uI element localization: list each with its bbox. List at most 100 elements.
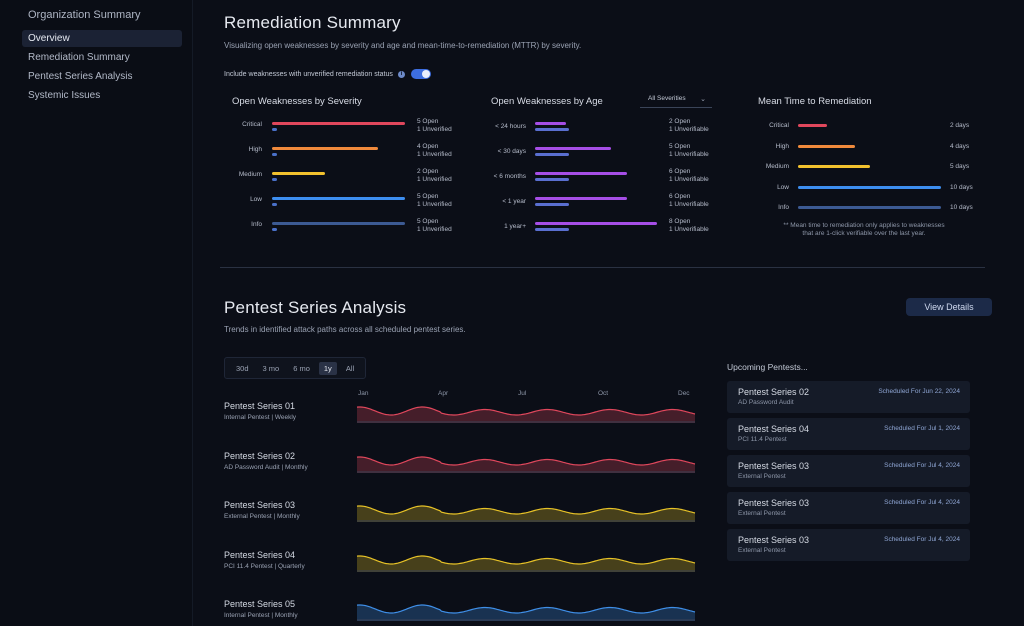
mttr-bar-medium	[798, 165, 870, 168]
sidebar-title: Organization Summary	[28, 9, 141, 21]
series-sparkline-5	[356, 604, 696, 621]
age-unverifiable-bar-2	[535, 178, 569, 181]
series-name-2: Pentest Series 02	[224, 450, 296, 461]
age-bar-3	[535, 197, 627, 200]
severity-unverified-count-high: 1 Unverified	[417, 151, 452, 158]
month-label-oct: Oct	[598, 390, 609, 397]
mttr-label-info: Info	[778, 204, 789, 211]
month-label-apr: Apr	[438, 390, 449, 397]
sidebar-item-systemic-issues[interactable]: Systemic Issues	[28, 90, 101, 101]
upcoming-pentest-date: Scheduled For Jul 4, 2024	[884, 499, 960, 506]
severity-filter-select[interactable]: All Severities ⌄	[640, 95, 712, 108]
mttr-label-critical: Critical	[769, 122, 789, 129]
severity-open-count-high: 4 Open	[417, 143, 439, 150]
month-label-jan: Jan	[358, 390, 369, 397]
range-tab-all[interactable]: All	[345, 363, 355, 373]
age-label-4: 1 year+	[504, 223, 526, 230]
age-unverifiable-count-3: 1 Unverifiable	[669, 201, 709, 208]
upcoming-pentest-date: Scheduled For Jul 1, 2024	[884, 425, 960, 432]
upcoming-pentest-card[interactable]: Pentest Series 02 AD Password Audit Schedu…	[727, 381, 970, 413]
series-name-1: Pentest Series 01	[224, 401, 296, 411]
unverified-toggle[interactable]	[410, 69, 431, 79]
month-label-dec: Dec	[678, 390, 690, 397]
severity-unverified-bar-info	[272, 228, 277, 231]
sidebar-item-overview[interactable]: Overview	[22, 30, 182, 47]
severity-open-count-critical: 5 Open	[417, 118, 439, 125]
mttr-panel-title: Mean Time to Remediation	[758, 96, 872, 107]
age-unverifiable-count-0: 1 Unverifiable	[669, 126, 709, 133]
pentest-subtitle: Trends in identified attack paths across…	[224, 325, 466, 334]
age-label-1: < 30 days	[497, 148, 526, 155]
age-unverifiable-bar-4	[535, 228, 569, 231]
range-tab-3mo[interactable]: 3 mo	[262, 363, 280, 373]
sidebar: Organization Summary Overview Remediatio…	[0, 0, 193, 626]
severity-open-count-medium: 2 Open	[417, 168, 439, 175]
upcoming-pentest-desc: PCI 11.4 Pentest	[738, 436, 787, 443]
upcoming-pentest-date: Scheduled For Jul 4, 2024	[884, 536, 960, 543]
series-name-4: Pentest Series 04	[224, 549, 296, 560]
severity-unverified-bar-critical	[272, 128, 277, 131]
age-unverifiable-count-1: 1 Unverifiable	[669, 151, 709, 158]
severity-open-count-info: 5 Open	[417, 218, 439, 225]
series-sparkline-3	[356, 505, 696, 522]
series-area-3	[357, 506, 695, 522]
severity-bar-high	[272, 147, 379, 150]
age-unverifiable-bar-0	[535, 128, 569, 131]
upcoming-pentest-name: Pentest Series 03	[738, 535, 810, 545]
age-open-count-0: 2 Open	[669, 118, 691, 125]
upcoming-pentest-date: Scheduled For Jul 4, 2024	[884, 462, 960, 469]
age-panel-title: Open Weaknesses by Age	[491, 96, 603, 107]
age-bar-1	[535, 147, 612, 150]
upcoming-pentest-card[interactable]: Pentest Series 03 External Pentest Schedul…	[727, 529, 970, 561]
series-desc-3: External Pentest | Monthly	[224, 513, 300, 520]
age-unverifiable-count-4: 1 Unverifiable	[669, 226, 709, 233]
severity-bar-medium	[272, 172, 326, 175]
upcoming-pentest-name: Pentest Series 03	[738, 461, 810, 471]
age-bar-0	[535, 122, 566, 125]
upcoming-pentest-card[interactable]: Pentest Series 03 External Pentest Schedul…	[727, 455, 970, 487]
severity-unverified-bar-medium	[272, 178, 277, 181]
mttr-value-high: 4 days	[950, 142, 970, 150]
upcoming-pentest-desc: External Pentest	[738, 510, 786, 517]
series-sparkline-4	[356, 554, 696, 572]
range-tab-1y[interactable]: 1y	[318, 361, 337, 375]
range-tab-6mo[interactable]: 6 mo	[293, 363, 310, 373]
mttr-label-medium: Medium	[765, 163, 789, 170]
mttr-label-high: High	[775, 142, 789, 150]
age-unverifiable-bar-1	[535, 153, 569, 156]
view-details-button[interactable]: View Details	[906, 298, 992, 316]
severity-filter-value: All Severities	[648, 95, 686, 102]
series-desc-5: Internal Pentest | Monthly	[224, 612, 298, 619]
range-tab-30d[interactable]: 30d	[236, 363, 249, 373]
severity-unverified-count-info: 1 Unverified	[417, 226, 452, 233]
sidebar-item-remediation-summary[interactable]: Remediation Summary	[28, 52, 130, 63]
age-unverifiable-bar-3	[535, 203, 569, 206]
severity-label-medium: Medium	[238, 171, 262, 178]
age-open-count-2: 6 Open	[669, 168, 691, 175]
info-icon[interactable]: i	[397, 70, 405, 78]
series-line-1	[356, 406, 696, 416]
age-open-count-4: 8 Open	[669, 218, 691, 225]
sidebar-item-pentest-series-analysis[interactable]: Pentest Series Analysis	[28, 71, 133, 82]
upcoming-pentest-date: Scheduled For Jun 22, 2024	[878, 388, 960, 395]
series-sparkline-1	[356, 406, 696, 423]
upcoming-pentest-card[interactable]: Pentest Series 04 PCI 11.4 Pentest Schedul…	[727, 418, 970, 450]
series-desc-2: AD Password Audit | Monthly	[224, 463, 308, 471]
upcoming-pentest-card[interactable]: Pentest Series 03 External Pentest Schedul…	[727, 492, 970, 524]
series-line-2	[356, 455, 696, 466]
pentest-title: Pentest Series Analysis	[224, 298, 407, 317]
series-line-3	[356, 505, 696, 515]
mttr-footnote-line-1: ** Mean time to remediation only applies…	[783, 222, 945, 229]
series-name-3: Pentest Series 03	[224, 500, 296, 510]
month-label-jul: Jul	[518, 390, 527, 397]
age-open-count-3: 6 Open	[669, 193, 691, 200]
severity-unverified-count-low: 1 Unverified	[417, 201, 452, 208]
series-desc-4: PCI 11.4 Pentest | Quarterly	[224, 562, 305, 570]
age-unverifiable-count-2: 1 Unverifiable	[669, 176, 709, 183]
severity-unverified-bar-low	[272, 203, 277, 206]
section-divider	[220, 267, 985, 268]
mttr-bar-info	[798, 206, 941, 209]
range-tabs: 30d 3 mo 6 mo 1y All	[224, 357, 367, 379]
severity-bar-info	[272, 222, 405, 225]
age-label-3: < 1 year	[502, 198, 526, 205]
